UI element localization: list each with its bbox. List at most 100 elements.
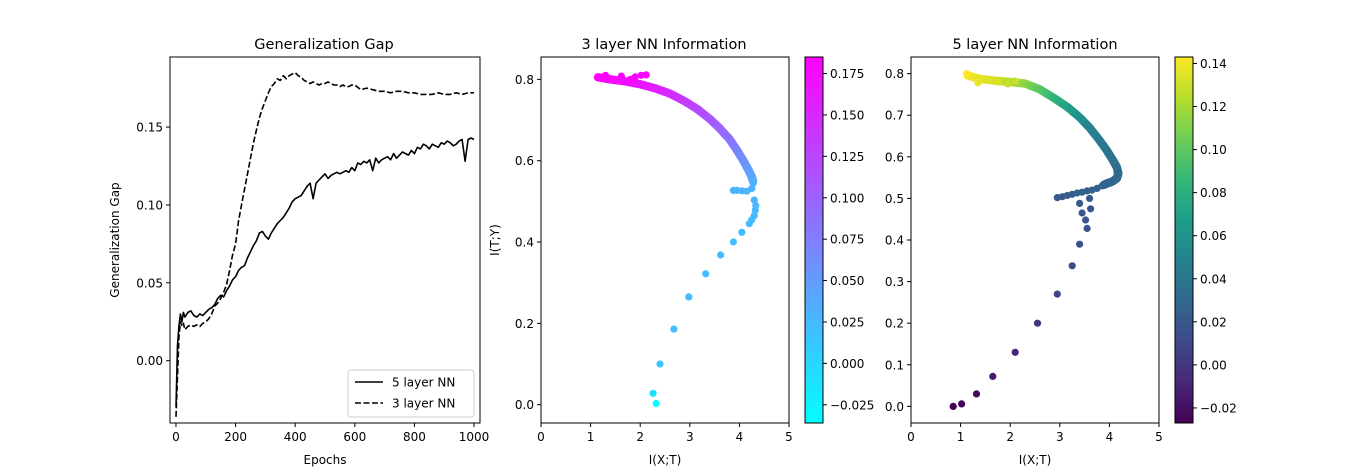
x-axis-ticks: 0 200 400 600 800 1000	[172, 423, 489, 444]
x-tick-label: 0	[537, 430, 545, 444]
x-tick-label: 800	[403, 430, 426, 444]
x-tick-label: 3	[1056, 430, 1064, 444]
colorbar-tick-label: −0.02	[1200, 401, 1237, 415]
scatter-point	[729, 186, 738, 194]
colorbar: −0.025 0.000 0.025 0.050 0.075 0.100 0.125 0.15…	[804, 56, 874, 424]
y-axis-label: Generalization Gap	[108, 182, 122, 297]
x-tick-label: 4	[1106, 430, 1114, 444]
y-tick-label: 0.0	[515, 398, 534, 412]
x-axis-label: Epochs	[304, 453, 347, 467]
scatter-point	[750, 196, 758, 204]
scatter-point	[702, 270, 710, 278]
plot-marks	[175, 71, 475, 417]
y-axis-ticks: 0.00 0.05 0.10 0.15	[136, 121, 170, 368]
colorbar-tick-label: 0.10	[1200, 143, 1227, 157]
y-tick-label: 0.4	[515, 236, 534, 250]
colorbar-tick-label: 0.04	[1200, 272, 1227, 286]
scatter-point	[626, 75, 634, 83]
scatter-point	[1086, 194, 1094, 202]
x-tick-label: 5	[1155, 430, 1163, 444]
colorbar-ticks: −0.025 0.000 0.025 0.050 0.075 0.100 0.125 0.15…	[823, 67, 874, 412]
x-axis-label: I(X;T)	[649, 453, 682, 467]
scatter-point	[729, 238, 738, 246]
colorbar-tick-label: 0.100	[830, 191, 864, 205]
scatter-point	[685, 293, 693, 301]
colorbar-gradient	[804, 56, 824, 424]
colorbar-tick-label: 0.06	[1200, 229, 1227, 243]
scatter-point	[717, 251, 725, 259]
scatter-point	[656, 360, 664, 368]
scatter-point	[601, 71, 610, 79]
legend: 5 layer NN 3 layer NN	[347, 369, 475, 418]
plot-area	[910, 56, 1160, 424]
y-axis-ticks: 0.0 0.2 0.4 0.6 0.8	[515, 73, 541, 412]
y-axis-label: I(T;Y)	[488, 224, 502, 256]
x-tick-label: 5	[785, 430, 793, 444]
chart-title: 3 layer NN Information	[581, 37, 746, 53]
scatter-point	[1004, 80, 1012, 88]
colorbar-tick-label: 0.125	[830, 150, 864, 164]
scatter-point	[1087, 205, 1095, 213]
y-tick-label: 0.8	[885, 67, 904, 81]
scatter-points	[949, 70, 1123, 410]
scatter-point	[958, 400, 966, 408]
y-tick-label: 0.7	[885, 109, 904, 123]
y-tick-label: 0.3	[885, 275, 904, 289]
series-line-5-layer-nn	[175, 137, 475, 408]
colorbar-tick-label: −0.025	[830, 398, 874, 412]
y-tick-label: 0.2	[515, 317, 534, 331]
scatter-point	[1068, 262, 1076, 270]
x-tick-label: 1000	[459, 430, 490, 444]
x-tick-label: 1	[587, 430, 595, 444]
colorbar-tick-label: 0.025	[830, 315, 864, 329]
scatter-point	[738, 228, 746, 236]
y-tick-label: 0.6	[515, 154, 534, 168]
x-tick-label: 1	[957, 430, 965, 444]
scatter-point	[1053, 290, 1061, 298]
scatter-point	[649, 389, 657, 397]
colorbar-tick-label: 0.000	[830, 357, 864, 371]
x-axis-label: I(X;T)	[1019, 453, 1052, 467]
scatter-point	[984, 76, 992, 84]
y-tick-label: 0.0	[885, 400, 904, 414]
colorbar-tick-label: 0.14	[1200, 57, 1227, 71]
x-tick-label: 600	[343, 430, 366, 444]
x-tick-label: 200	[224, 430, 247, 444]
scatter-point	[963, 70, 971, 78]
x-tick-label: 4	[736, 430, 744, 444]
x-axis-ticks: 0 1 2 3 4 5	[907, 423, 1163, 444]
x-tick-label: 400	[284, 430, 307, 444]
colorbar-tick-label: 0.00	[1200, 358, 1227, 372]
scatter-point	[1011, 77, 1019, 85]
scatter-point	[1083, 224, 1091, 232]
colorbar-tick-label: 0.02	[1200, 315, 1227, 329]
colorbar-tick-label: 0.175	[830, 67, 864, 81]
scatter-point	[972, 390, 981, 398]
y-tick-label: 0.4	[885, 234, 904, 248]
y-tick-label: 0.6	[885, 150, 904, 164]
scatter-point	[670, 325, 678, 333]
series-line-3-layer-nn	[175, 71, 474, 417]
y-axis-ticks: 0.0 0.1 0.2 0.3 0.4 0.5 0.6 0.7 0.8	[885, 67, 911, 414]
plot-area	[540, 56, 790, 424]
x-tick-label: 3	[686, 430, 694, 444]
scatter-point	[1076, 199, 1084, 207]
y-tick-label: 0.05	[136, 276, 163, 290]
y-tick-label: 0.2	[885, 317, 904, 331]
scatter-points	[593, 71, 760, 408]
scatter-point	[652, 399, 660, 408]
y-tick-label: 0.5	[885, 192, 904, 206]
colorbar-tick-label: 0.08	[1200, 186, 1227, 200]
scatter-point	[1011, 348, 1019, 356]
colorbar-tick-label: 0.050	[830, 274, 864, 288]
chart-generalization-gap: Generalization Gap 0 200 400 600 800 1000 0.0…	[108, 37, 489, 467]
scatter-point	[1082, 216, 1090, 224]
scatter-point	[642, 71, 650, 79]
scatter-point	[989, 372, 997, 380]
scatter-point	[1076, 240, 1084, 248]
x-tick-label: 0	[907, 430, 915, 444]
y-tick-label: 0.1	[885, 358, 904, 372]
